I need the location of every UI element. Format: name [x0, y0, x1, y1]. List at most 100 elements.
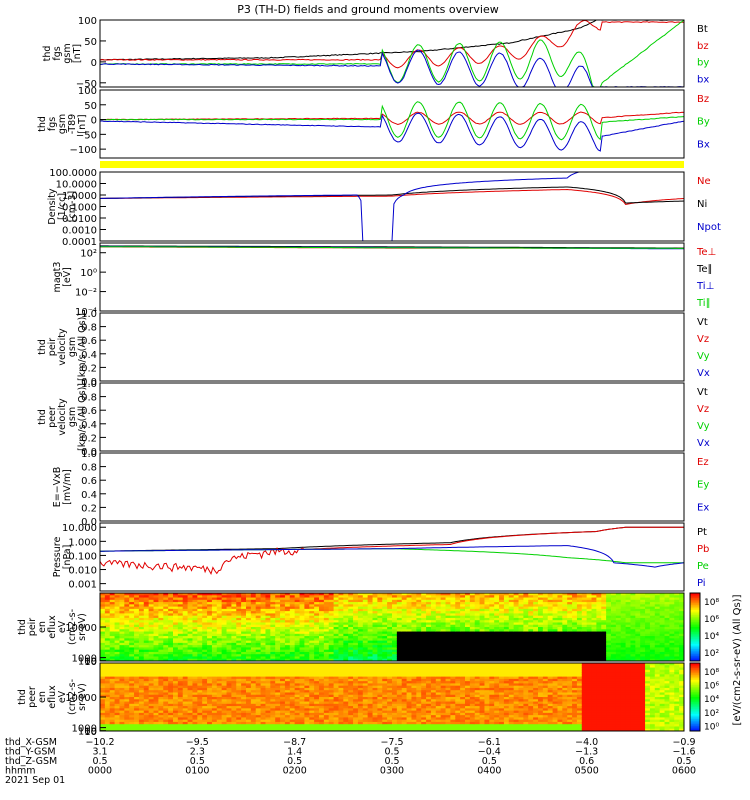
- heatmap-cell: [435, 651, 442, 655]
- heatmap-cell: [177, 645, 184, 648]
- heatmap-cell: [528, 636, 534, 639]
- heatmap-cell: [494, 617, 500, 621]
- heatmap-cell: [581, 617, 588, 621]
- heatmap-cell: [338, 633, 344, 637]
- heatmap-cell: [533, 604, 539, 608]
- heatmap-cell: [207, 645, 213, 648]
- heatmap-cell: [314, 642, 320, 646]
- heatmap-cell: [134, 694, 140, 698]
- heatmap-cell: [323, 604, 330, 608]
- heatmap-cell: [406, 608, 412, 612]
- heatmap-cell: [289, 683, 296, 687]
- heatmap-cell: [659, 627, 666, 630]
- heatmap-cell: [182, 615, 189, 619]
- heatmap-cell: [280, 685, 286, 689]
- heatmap-cell: [440, 597, 447, 601]
- heatmap-cell: [367, 651, 374, 655]
- heatmap-cell: [654, 647, 661, 651]
- heatmap-cell: [255, 624, 262, 628]
- heatmap-cell: [280, 608, 286, 612]
- legend-by: by: [697, 58, 709, 69]
- heatmap-cell: [284, 683, 291, 687]
- heatmap-cell: [362, 654, 369, 657]
- heatmap-cell: [250, 674, 257, 678]
- heatmap-cell: [124, 631, 130, 635]
- heatmap-cell: [659, 617, 666, 621]
- heatmap-cell: [659, 656, 666, 660]
- heatmap-cell: [596, 606, 602, 610]
- heatmap-cell: [119, 701, 125, 705]
- heatmap-cell: [275, 674, 281, 678]
- heatmap-cell: [396, 593, 403, 596]
- heatmap-cell: [100, 611, 106, 614]
- heatmap-cell: [669, 620, 675, 623]
- heatmap-cell: [635, 615, 641, 619]
- heatmap-cell: [109, 667, 116, 671]
- heatmap-cell: [649, 597, 656, 601]
- heatmap-cell: [265, 649, 271, 653]
- heatmap-cell: [104, 599, 111, 603]
- heatmap-cell: [528, 593, 534, 596]
- heatmap-cell: [348, 597, 354, 601]
- heatmap-cell: [606, 615, 612, 619]
- heatmap-cell: [654, 656, 661, 660]
- heatmap-cell: [138, 638, 145, 642]
- heatmap-cell: [138, 697, 145, 700]
- heatmap-cell: [294, 645, 301, 648]
- heatmap-cell: [270, 715, 276, 718]
- heatmap-cell: [182, 599, 189, 603]
- heatmap-cell: [158, 665, 164, 669]
- heatmap-cell: [109, 604, 116, 608]
- ylabel-line: (cm2-s-: [67, 679, 78, 715]
- legend-Bx: Bx: [697, 139, 710, 150]
- heatmap-cell: [465, 631, 471, 635]
- heatmap-cell: [192, 724, 198, 727]
- heatmap-cell: [450, 642, 456, 646]
- heatmap-cell: [187, 636, 193, 639]
- heatmap-cell: [674, 606, 680, 610]
- heatmap-cell: [377, 636, 383, 639]
- heatmap-cell: [406, 622, 412, 626]
- heatmap-cell: [309, 627, 315, 630]
- heatmap-cell: [645, 593, 651, 596]
- heatmap-cell: [581, 627, 588, 630]
- heatmap-cell: [138, 701, 145, 705]
- heatmap-cell: [654, 617, 661, 621]
- heatmap-cell: [265, 631, 271, 635]
- heatmap-cell: [494, 593, 500, 596]
- heatmap-cell: [469, 622, 476, 626]
- heatmap-cell: [289, 678, 296, 682]
- heatmap-cell: [109, 656, 116, 660]
- heatmap-cell: [304, 624, 310, 628]
- panel-9: thd peir en eflux eV (cm2-s-sr-eV)10000100010…: [17, 592, 685, 668]
- heatmap-cell: [168, 608, 174, 612]
- heatmap-cell: [182, 669, 189, 673]
- heatmap-cell: [396, 608, 403, 612]
- heatmap-cell: [207, 627, 213, 630]
- heatmap-cell: [528, 604, 534, 608]
- heatmap-cell: [440, 647, 447, 651]
- heatmap-cell: [241, 654, 247, 657]
- heatmap-cell: [465, 615, 471, 619]
- heatmap-cell: [445, 647, 451, 651]
- heatmap-cell: [119, 640, 125, 644]
- heatmap-cell: [606, 627, 612, 630]
- heatmap-cell: [586, 602, 593, 605]
- heatmap-cell: [148, 615, 155, 619]
- heatmap-cell: [197, 613, 203, 617]
- heatmap-cell: [100, 658, 106, 662]
- heatmap-cell: [377, 633, 383, 637]
- heatmap-cell: [119, 593, 125, 596]
- heatmap-cell: [197, 642, 203, 646]
- heatmap-cell: [474, 597, 481, 601]
- heatmap-cell: [406, 638, 412, 642]
- heatmap-cell: [489, 606, 495, 610]
- heatmap-cell: [255, 647, 262, 651]
- heatmap-cell: [280, 654, 286, 657]
- heatmap-cell: [211, 685, 218, 689]
- heatmap-cell: [241, 728, 247, 732]
- heatmap-cell: [197, 631, 203, 635]
- heatmap-cell: [679, 620, 685, 623]
- heatmap-cell: [168, 645, 174, 648]
- heatmap-cell: [572, 636, 578, 639]
